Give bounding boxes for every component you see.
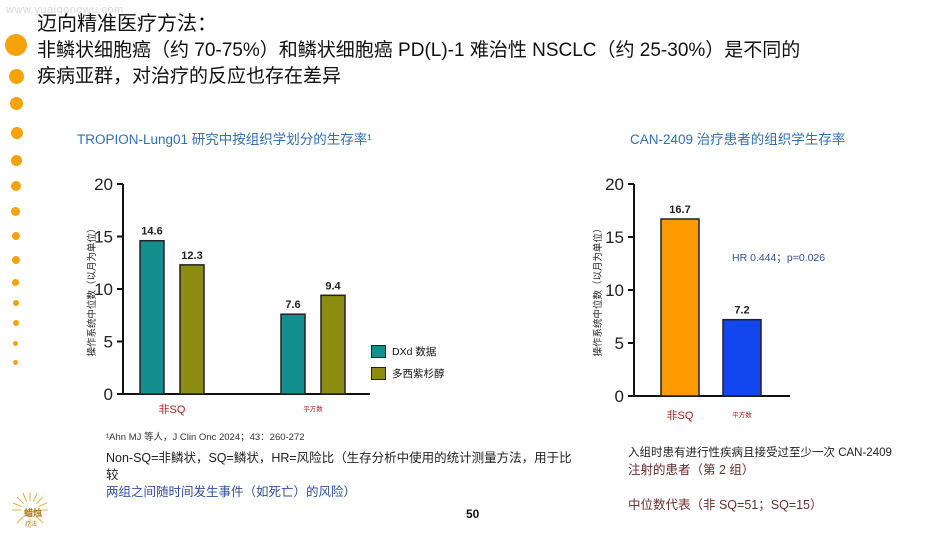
- slide-title-line-3: 疾病亚群，对治疗的反应也存在差异: [37, 66, 342, 87]
- right-chart-y-tick-label: 5: [615, 334, 624, 353]
- slide-title-line-2: 非鳞状细胞癌（约 70-75%）和鳞状细胞癌 PD(L)-1 难治性 NSCLC…: [37, 40, 801, 61]
- right-chart-y-tick-label: 15: [605, 228, 624, 247]
- legend-item-dxd: DXd 数据: [371, 340, 445, 362]
- left-chart-y-tick-label: 15: [94, 228, 113, 247]
- median-count-note: 中位数代表（非 SQ=51；SQ=15）: [628, 498, 823, 512]
- left-chart-data-label: 14.6: [141, 226, 162, 238]
- patient-note-line-2: 注射的患者（第 2 组）: [628, 463, 755, 477]
- page-number: 50: [466, 507, 480, 521]
- right-chart-bar: [660, 218, 700, 397]
- left-chart-y-tick-label: 20: [94, 175, 113, 194]
- patient-note-line-1: 入组时患有进行性疾病且接受过至少一次 CAN-2409: [628, 447, 892, 459]
- right-chart-y-tick-label: 20: [605, 175, 624, 194]
- left-chart-x-tick-label: 非SQ: [159, 403, 186, 416]
- left-chart-y-tick-label: 5: [104, 333, 113, 352]
- legend-item-docetaxel: 多西紫杉醇: [371, 362, 445, 384]
- left-chart-bar: [320, 294, 346, 395]
- left-chart-y-tick-label: 10: [94, 280, 113, 299]
- abbreviations-line-2: 两组之间随时间发生事件（如死亡）的风险）: [106, 485, 357, 499]
- abbreviations-line-1: Non-SQ=非鳞状，SQ=鳞状，HR=风险比（生存分析中使用的统计测量方法，用…: [106, 451, 572, 482]
- right-chart-data-label: 16.7: [669, 204, 690, 216]
- left-chart-x-tick-label: 平方数: [303, 404, 323, 413]
- logo-subtitle: 疗法: [25, 522, 38, 528]
- right-chart-bar: [722, 318, 762, 397]
- left-chart-title: TROPION-Lung01 研究中按组织学划分的生存率¹: [77, 132, 372, 147]
- left-chart-bar: [280, 313, 306, 395]
- abbreviations-note: Non-SQ=非鳞状，SQ=鳞状，HR=风险比（生存分析中使用的统计测量方法，用…: [106, 450, 576, 501]
- right-chart: 0 5 10 15 20 16.7 7.2 非SQ 平方数 HR 0.444；p=0.026: [605, 175, 825, 422]
- right-chart-patient-note: 入组时患有进行性疾病且接受过至少一次 CAN-2409 注射的患者（第 2 组）: [628, 445, 892, 479]
- right-chart-title: CAN-2409 治疗患者的组织学生存率: [630, 132, 846, 147]
- left-chart-legend: DXd 数据 多西紫杉醇: [371, 340, 445, 384]
- left-chart-data-label: 7.6: [285, 299, 300, 311]
- left-chart-bar: [179, 264, 205, 395]
- legend-label-dxd: DXd 数据: [392, 345, 437, 358]
- right-chart-x-tick-label: 平方数: [732, 410, 752, 419]
- legend-label-docetaxel: 多西紫杉醇: [392, 367, 445, 380]
- left-chart-data-label: 12.3: [181, 250, 202, 262]
- watermark: www.yuaigongwu.com: [6, 4, 124, 16]
- slide-title-line-1: 迈向精准医疗方法：: [37, 13, 217, 35]
- logo-name: 蜡烛: [24, 508, 43, 518]
- reference-footnote: ¹Ahn MJ 等人，J Clin Onc 2024；43：260-272: [106, 432, 305, 443]
- legend-swatch-dxd: [371, 344, 386, 358]
- right-chart-hr-annotation: HR 0.444；p=0.026: [732, 252, 825, 264]
- legend-swatch-docetaxel: [371, 366, 386, 380]
- right-chart-x-tick-label: 非SQ: [667, 409, 694, 422]
- left-chart-y-tick-label: 0: [104, 385, 113, 404]
- left-chart-data-label: 9.4: [325, 280, 341, 292]
- left-chart-bar: [139, 239, 165, 395]
- right-chart-y-tick-label: 0: [615, 387, 624, 406]
- left-chart: 0 5 10 15 20 14.6 7.6 12.3 9.4 非SQ 平方数: [94, 175, 370, 416]
- right-chart-data-label: 7.2: [734, 305, 749, 317]
- right-chart-y-tick-label: 10: [605, 281, 624, 300]
- decorative-dot-column: [0, 0, 40, 400]
- candle-logo-icon: [12, 492, 48, 528]
